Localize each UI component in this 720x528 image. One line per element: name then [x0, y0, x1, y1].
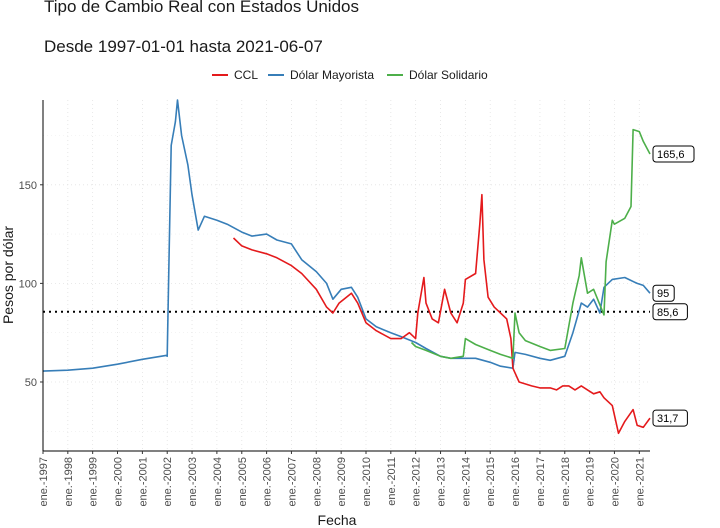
- x-tick-label: ene.-2018: [560, 457, 572, 507]
- x-tick-label: ene.-2017: [535, 457, 547, 507]
- legend-swatch-ccl: [212, 74, 228, 76]
- x-tick-label: ene.-2007: [286, 457, 298, 507]
- series-line-d-lar-solidario: [410, 128, 651, 360]
- legend: CCL Dólar Mayorista Dólar Solidario: [0, 68, 720, 88]
- legend-swatch-mayorista: [268, 74, 284, 76]
- x-tick-label: ene.-2008: [311, 457, 323, 507]
- x-tick-label: ene.-2004: [212, 457, 224, 507]
- end-label-box: [652, 145, 695, 163]
- series-lines: [42, 99, 651, 435]
- legend-item-ccl: CCL: [212, 68, 258, 82]
- legend-item-mayorista: Dólar Mayorista: [268, 68, 374, 82]
- x-tick-label: ene.-2005: [237, 457, 249, 507]
- x-tick-label: ene.-2019: [585, 457, 597, 507]
- end-label: 95: [657, 288, 669, 300]
- x-tick-label: ene.-2016: [510, 457, 522, 507]
- legend-swatch-solidario: [387, 74, 403, 76]
- chart-title: Tipo de Cambio Real con Estados Unidos: [44, 0, 359, 16]
- x-tick-label: ene.-2000: [112, 457, 124, 507]
- y-tick-label: 100: [19, 278, 37, 290]
- end-labels: 165,6 95 85,6 31,7: [652, 145, 695, 427]
- y-tick-label: 50: [25, 377, 37, 389]
- x-tick-label: ene.-2003: [187, 457, 199, 507]
- x-tick-label: ene.-2009: [336, 457, 348, 507]
- end-label-box: [652, 303, 688, 321]
- x-tick-label: ene.-2014: [460, 457, 472, 507]
- legend-label-mayorista: Dólar Mayorista: [290, 68, 375, 82]
- y-tick-label: 150: [19, 180, 37, 192]
- x-tick-label: ene.-2015: [485, 457, 497, 507]
- x-tick-label: ene.-2002: [162, 457, 174, 507]
- y-axis-title: Pesos por dólar: [0, 225, 16, 325]
- x-tick-label: ene.-2010: [361, 457, 373, 507]
- x-tick-label: ene.-2012: [411, 457, 423, 507]
- series-line-ccl: [232, 193, 651, 435]
- legend-label-ccl: CCL: [234, 68, 259, 82]
- x-axis-title: Fecha: [317, 512, 357, 528]
- end-label: 85,6: [657, 307, 678, 319]
- series-line-d-lar-mayorista: [42, 99, 651, 372]
- axes: 50 100 150 ene.-1997 ene.-1998 ene.-1999 ene.-…: [19, 100, 650, 507]
- end-label: 31,7: [657, 413, 678, 425]
- x-tick-label: ene.-2011: [386, 457, 398, 506]
- end-label-box: [652, 284, 675, 302]
- x-tick-label: ene.-1997: [38, 457, 50, 507]
- x-tick-label: ene.-1999: [88, 457, 100, 507]
- grid: [42, 100, 650, 451]
- x-tick-label: ene.-2021: [634, 457, 646, 507]
- chart-subtitle: Desde 1997-01-01 hasta 2021-06-07: [44, 37, 323, 56]
- legend-label-solidario: Dólar Solidario: [409, 68, 488, 82]
- legend-item-solidario: Dólar Solidario: [387, 68, 488, 82]
- x-tick-label: ene.-2020: [609, 457, 621, 507]
- x-tick-label: ene.-2001: [137, 457, 149, 507]
- x-tick-label: ene.-2013: [436, 457, 448, 507]
- end-label-box: [652, 409, 688, 427]
- end-label: 165,6: [657, 149, 685, 161]
- x-tick-label: ene.-1998: [63, 457, 75, 507]
- x-tick-label: ene.-2006: [262, 457, 274, 507]
